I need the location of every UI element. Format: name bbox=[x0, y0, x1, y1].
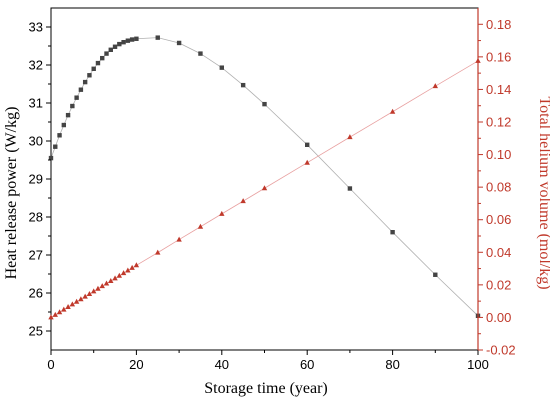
heat-power-point bbox=[134, 36, 139, 41]
heat-power-point bbox=[155, 35, 160, 40]
right-tick-label: 0.16 bbox=[486, 49, 511, 64]
helium-volume-point bbox=[240, 198, 246, 204]
left-tick-label: 30 bbox=[29, 134, 43, 149]
axes-layer: 0 20 40 60 80 100 25 26 27 28 29 30 31 32 33 -0.02 0.00 0… bbox=[29, 8, 516, 372]
heat-power-point bbox=[65, 112, 71, 118]
heat-power-point bbox=[74, 95, 79, 100]
heat-power-point bbox=[48, 155, 54, 161]
heat-power-point bbox=[121, 40, 126, 45]
heat-power-point bbox=[117, 41, 122, 47]
helium-volume-point bbox=[48, 314, 54, 320]
helium-volume-point bbox=[347, 134, 353, 140]
heat-power-point bbox=[125, 38, 131, 43]
heat-power-point bbox=[198, 51, 203, 56]
heat-power-point bbox=[347, 186, 353, 191]
left-tick-label: 25 bbox=[29, 324, 43, 339]
helium-volume-point bbox=[52, 311, 58, 317]
helium-volume-point bbox=[99, 283, 105, 289]
heat-power-point bbox=[57, 133, 62, 138]
helium-volume-point bbox=[78, 296, 84, 302]
helium-volume-point bbox=[176, 236, 182, 242]
x-axis-title: Storage time (year) bbox=[204, 380, 328, 397]
right-tick-label: 0.14 bbox=[486, 82, 511, 97]
left-tick-label: 33 bbox=[29, 20, 43, 35]
x-tick-label: 20 bbox=[129, 357, 143, 372]
left-tick-label: 26 bbox=[29, 286, 43, 301]
heat-power-point bbox=[91, 66, 96, 71]
left-axis-title: Heat release power (W/kg) bbox=[3, 107, 20, 280]
series-layer bbox=[48, 35, 481, 320]
x-tick-label: 60 bbox=[300, 357, 314, 372]
x-tick-label: 0 bbox=[47, 357, 54, 372]
right-tick-label: 0.18 bbox=[486, 17, 511, 32]
helium-volume-point bbox=[116, 272, 123, 278]
right-tick-label: 0.04 bbox=[486, 245, 511, 260]
right-tick-label: 0.10 bbox=[486, 147, 511, 162]
helium-volume-point bbox=[125, 267, 131, 273]
heat-power-point bbox=[95, 60, 101, 66]
helium-volume-point bbox=[389, 108, 396, 114]
plot-area bbox=[50, 7, 479, 351]
helium-volume-point bbox=[73, 298, 80, 304]
x-tick-label: 100 bbox=[467, 357, 489, 372]
heat-power-point bbox=[262, 101, 267, 107]
right-tick-label: 0.02 bbox=[486, 277, 511, 292]
helium-volume-point bbox=[219, 210, 225, 216]
left-tick-label: 29 bbox=[29, 172, 43, 187]
heat-power-point bbox=[100, 55, 105, 61]
helium-volume-point bbox=[61, 306, 67, 312]
helium-volume-point bbox=[304, 159, 310, 165]
heat-power-line bbox=[50, 37, 479, 317]
helium-volume-point bbox=[197, 223, 204, 229]
right-axis-title: Total helium volume (mol/kg) bbox=[536, 96, 550, 289]
helium-volume-point bbox=[120, 270, 127, 276]
right-tick-label: 0.08 bbox=[486, 180, 511, 195]
heat-power-point bbox=[104, 51, 109, 56]
left-tick-label: 28 bbox=[29, 210, 43, 225]
helium-volume-point bbox=[261, 185, 268, 191]
heat-power-point bbox=[176, 40, 182, 46]
helium-volume-point bbox=[108, 277, 114, 283]
heat-power-point bbox=[129, 37, 135, 42]
heat-power-point bbox=[82, 79, 88, 85]
heat-power-point bbox=[61, 122, 67, 128]
helium-volume-point bbox=[91, 288, 97, 294]
helium-volume-point bbox=[65, 304, 71, 310]
heat-power-point bbox=[70, 103, 75, 109]
heat-power-point bbox=[240, 82, 246, 88]
plot-frame bbox=[50, 7, 479, 351]
left-tick-label: 31 bbox=[29, 96, 43, 111]
helium-volume-point bbox=[432, 83, 438, 89]
right-tick-label: 0.00 bbox=[486, 310, 511, 325]
helium-volume-point bbox=[129, 264, 135, 270]
heat-power-point bbox=[305, 142, 310, 147]
helium-volume-point bbox=[133, 262, 140, 268]
helium-volume-point bbox=[112, 275, 118, 281]
helium-volume-point bbox=[56, 309, 63, 315]
x-tick-label: 40 bbox=[215, 357, 229, 372]
helium-volume-point bbox=[69, 301, 76, 307]
heat-power-point bbox=[433, 272, 438, 277]
heat-power-point bbox=[219, 65, 224, 70]
heat-power-point bbox=[87, 73, 92, 78]
helium-volume-point bbox=[103, 280, 110, 286]
heat-power-point bbox=[78, 87, 84, 92]
left-tick-label: 27 bbox=[29, 248, 43, 263]
helium-volume-point bbox=[82, 293, 88, 299]
heat-power-point bbox=[390, 230, 395, 235]
heat-power-point bbox=[112, 44, 118, 49]
right-tick-label: 0.06 bbox=[486, 212, 511, 227]
heat-power-point bbox=[53, 144, 58, 149]
x-tick-label: 80 bbox=[385, 357, 399, 372]
heat-power-point bbox=[108, 47, 113, 52]
left-tick-label: 32 bbox=[29, 58, 43, 73]
right-tick-label: -0.02 bbox=[486, 343, 516, 358]
helium-volume-point bbox=[95, 285, 101, 291]
helium-volume-point bbox=[155, 249, 161, 255]
helium-volume-point bbox=[86, 290, 93, 296]
right-tick-label: 0.12 bbox=[486, 115, 511, 130]
